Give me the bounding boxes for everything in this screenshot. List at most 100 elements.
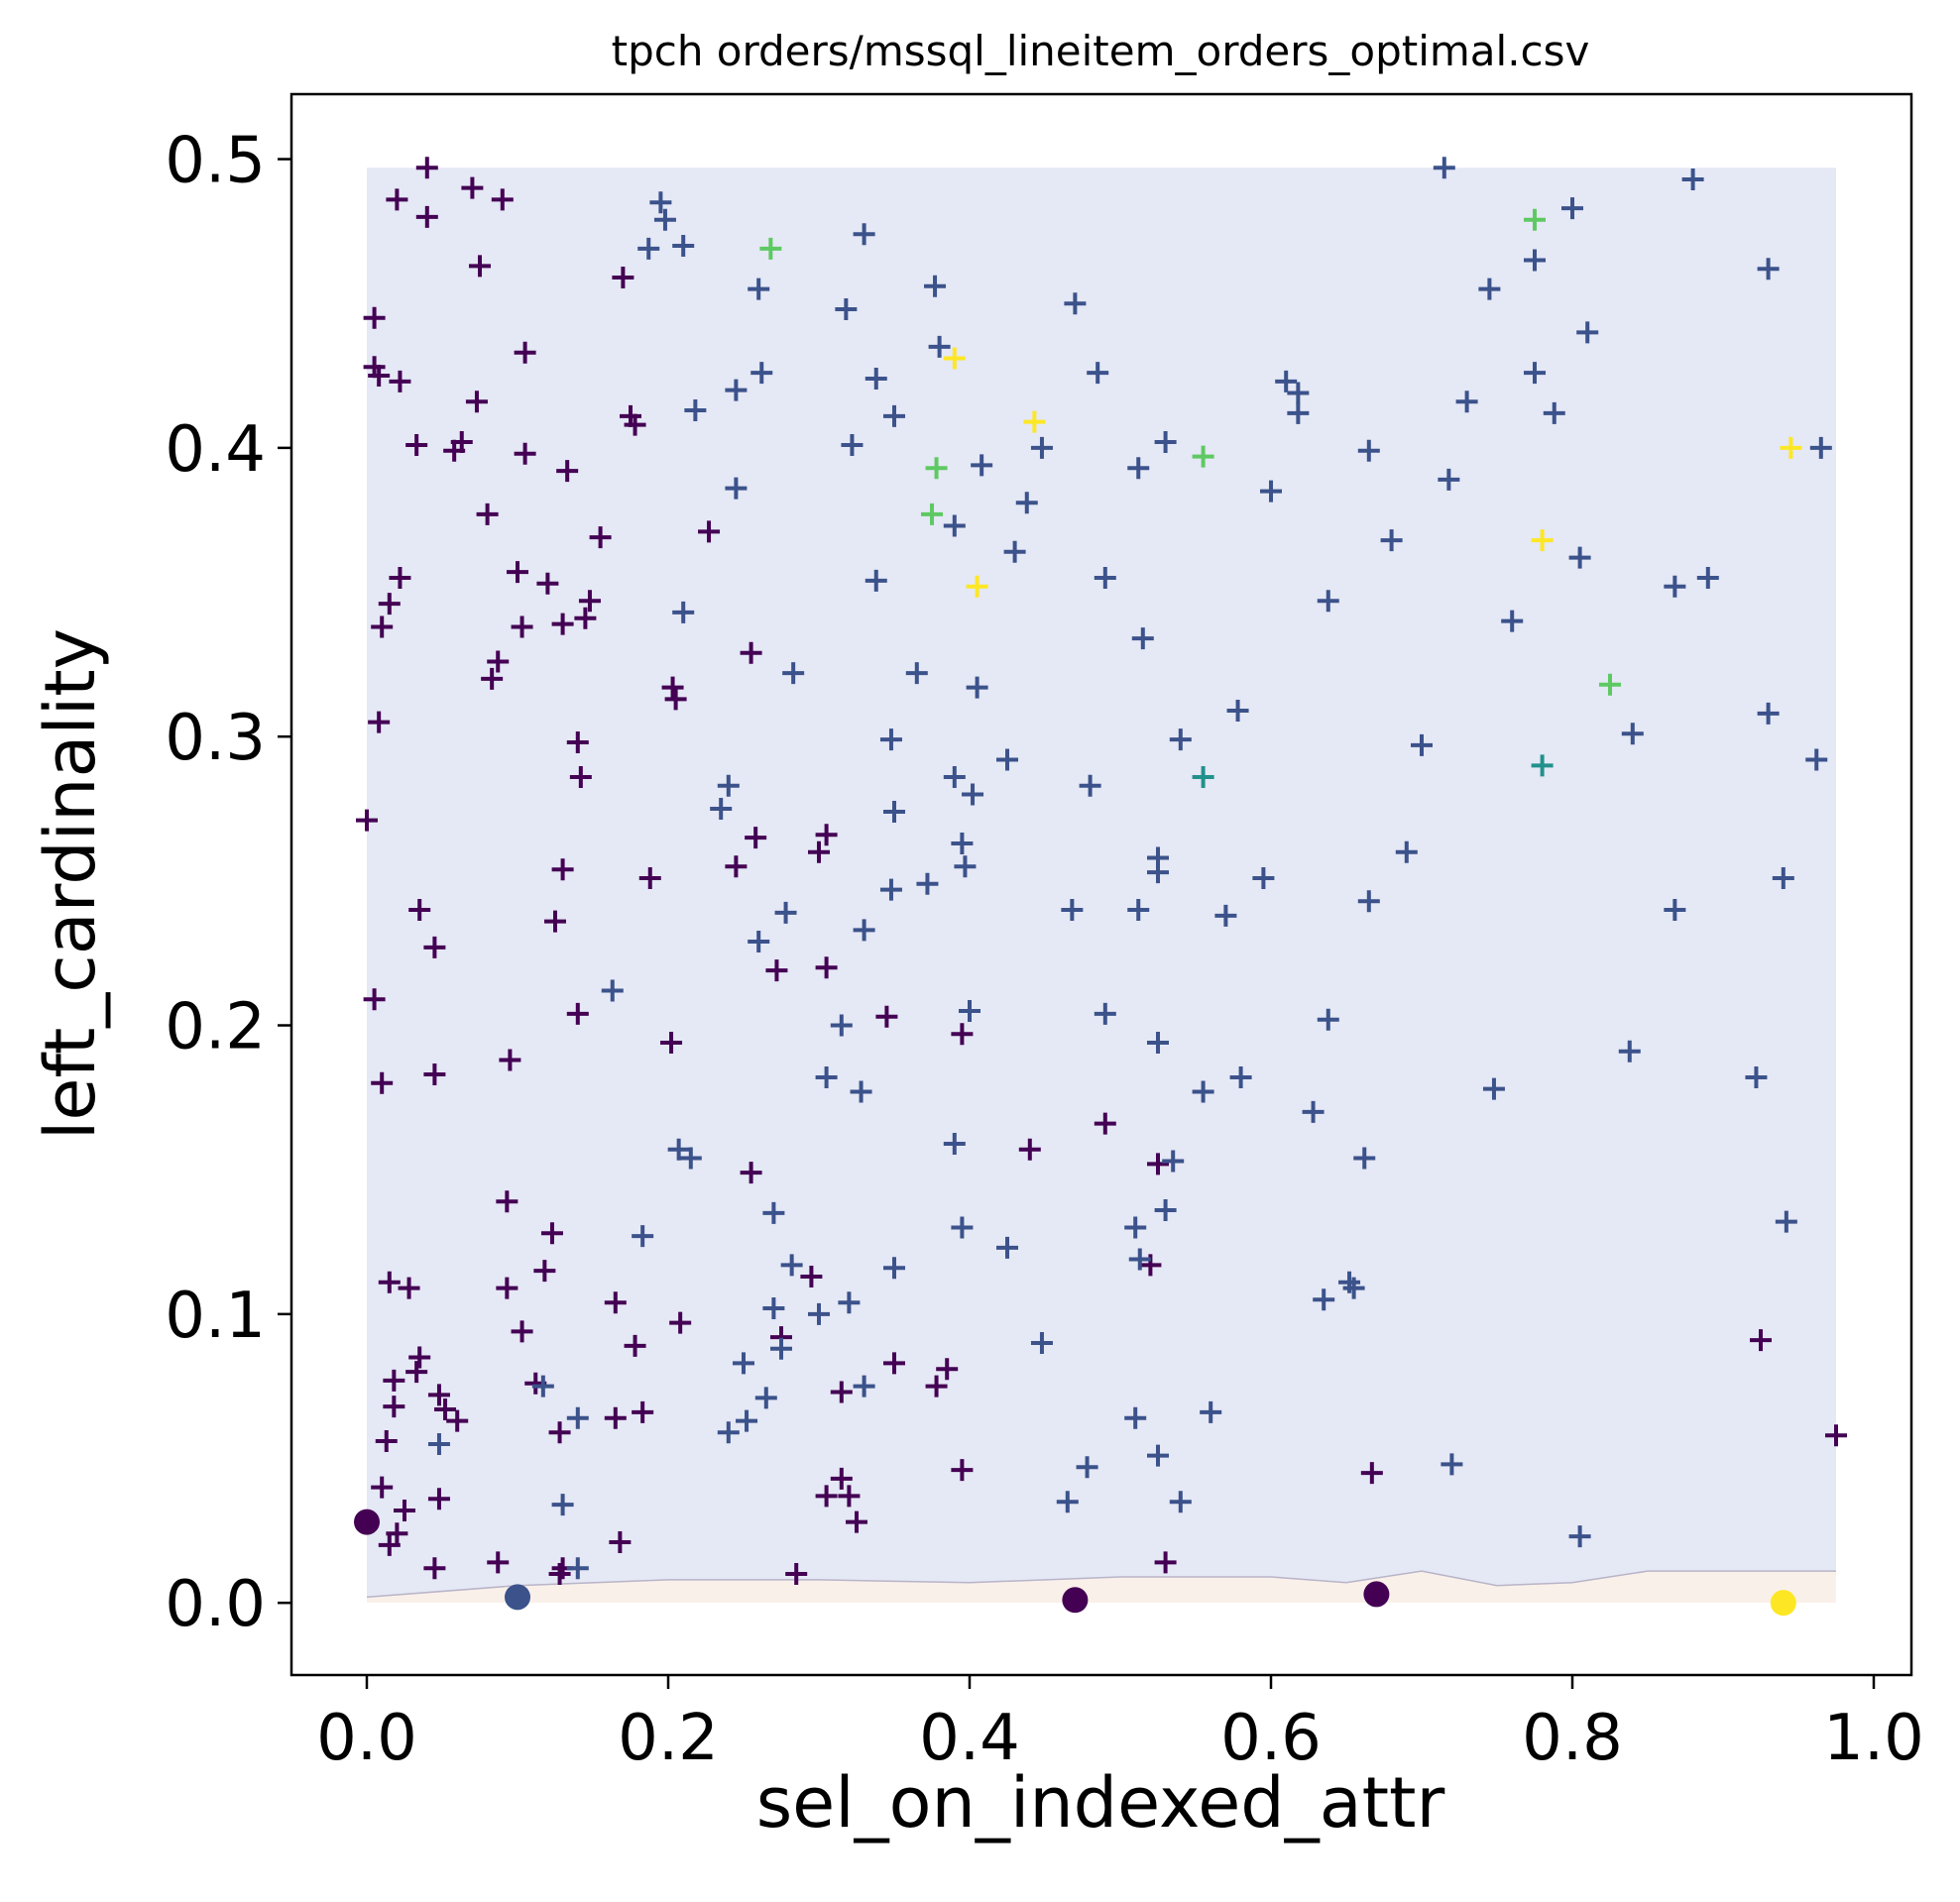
- plus-point: [653, 208, 676, 231]
- plus-point: [514, 442, 536, 465]
- plus-point: [1531, 754, 1554, 777]
- plus-point: [1576, 321, 1599, 344]
- plus-point: [423, 936, 446, 958]
- plus-point: [1809, 436, 1832, 459]
- plus-point: [879, 878, 902, 901]
- plus-point: [996, 1236, 1018, 1259]
- plus-point: [383, 1369, 405, 1392]
- plus-point: [551, 1494, 574, 1516]
- plus-point: [684, 399, 707, 421]
- plus-point: [443, 439, 466, 462]
- plus-point: [1131, 627, 1154, 650]
- x-tick-label: 0.2: [618, 1702, 719, 1775]
- plus-point: [540, 1222, 563, 1245]
- plus-point: [717, 1421, 740, 1444]
- plus-point: [835, 298, 858, 321]
- plus-point: [363, 306, 386, 329]
- plus-point: [838, 1291, 861, 1314]
- plus-point: [765, 959, 788, 982]
- plus-point: [566, 1002, 589, 1025]
- plus-point: [905, 662, 928, 685]
- plus-point: [389, 566, 411, 589]
- plus-point: [638, 866, 661, 889]
- plus-point: [363, 988, 386, 1011]
- plus-point: [883, 1352, 905, 1375]
- plus-point: [383, 1396, 405, 1418]
- plus-point: [1018, 1138, 1041, 1161]
- plus-point: [815, 824, 838, 846]
- plus-point: [511, 1320, 533, 1343]
- plus-point: [1433, 157, 1455, 179]
- plus-point: [378, 1533, 401, 1556]
- plus-point: [1757, 258, 1780, 280]
- plus-point: [378, 593, 401, 615]
- plus-point: [971, 454, 993, 477]
- plus-point: [762, 1201, 785, 1224]
- y-tick-label: 0.1: [165, 1280, 266, 1353]
- plus-point: [1162, 1150, 1185, 1173]
- plus-point: [943, 1132, 966, 1155]
- plus-point: [1696, 566, 1719, 589]
- plus-point: [1214, 904, 1237, 927]
- plus-point: [865, 569, 887, 592]
- plus-point: [951, 832, 974, 854]
- data-points: [354, 157, 1847, 1617]
- plus-point: [1192, 765, 1214, 788]
- plus-point: [1079, 774, 1101, 797]
- plus-point: [378, 1271, 401, 1293]
- plus-point: [368, 365, 391, 388]
- plus-point: [408, 1346, 431, 1369]
- plus-point: [1313, 1288, 1335, 1311]
- plus-point: [569, 765, 592, 788]
- plus-point: [1568, 546, 1591, 569]
- plus-point: [951, 1023, 974, 1046]
- plus-point: [566, 1557, 589, 1580]
- plus-point: [423, 1557, 446, 1580]
- plus-point: [487, 1551, 510, 1574]
- plus-point: [1128, 1248, 1151, 1271]
- circle-point: [1062, 1587, 1089, 1614]
- plus-point: [398, 1277, 420, 1299]
- plus-point: [762, 1297, 785, 1320]
- plus-point: [389, 370, 411, 392]
- plus-point: [1357, 890, 1380, 913]
- plus-point: [1772, 866, 1794, 889]
- plus-point: [943, 347, 966, 370]
- plus-point: [1353, 1147, 1376, 1170]
- x-tick-label: 0.0: [316, 1702, 417, 1775]
- plus-point: [1561, 197, 1583, 220]
- plus-point: [1030, 1331, 1053, 1354]
- circle-point: [505, 1584, 530, 1611]
- plus-point: [808, 1302, 830, 1325]
- plus-point: [1681, 168, 1704, 190]
- plus-point: [785, 1563, 808, 1586]
- plus-point: [1260, 480, 1282, 503]
- plus-point: [754, 1387, 777, 1409]
- plus-point: [951, 1216, 974, 1239]
- plus-point: [551, 858, 574, 881]
- plus-point: [1124, 1406, 1147, 1429]
- x-tick-label: 0.6: [1220, 1702, 1322, 1775]
- plus-point: [1003, 540, 1026, 563]
- plus-point: [740, 1162, 762, 1184]
- plus-point: [962, 783, 984, 806]
- plus-point: [780, 1254, 803, 1277]
- plus-point: [423, 1063, 446, 1086]
- plus-point: [1501, 610, 1524, 632]
- plus-point: [1395, 840, 1418, 863]
- plus-point: [1357, 439, 1380, 462]
- x-tick-label: 1.0: [1823, 1702, 1924, 1775]
- plus-point: [830, 1014, 853, 1037]
- plus-point: [566, 731, 589, 754]
- plus-point: [1438, 468, 1460, 491]
- plus-point: [916, 872, 939, 895]
- plus-point: [925, 457, 948, 480]
- plus-point: [499, 1049, 521, 1071]
- plus-point: [1482, 1077, 1505, 1100]
- plus-point: [469, 255, 491, 278]
- plus-point: [808, 840, 830, 863]
- plus-point: [1775, 1210, 1797, 1233]
- plus-point: [487, 650, 510, 673]
- y-tick-label: 0.2: [165, 991, 266, 1064]
